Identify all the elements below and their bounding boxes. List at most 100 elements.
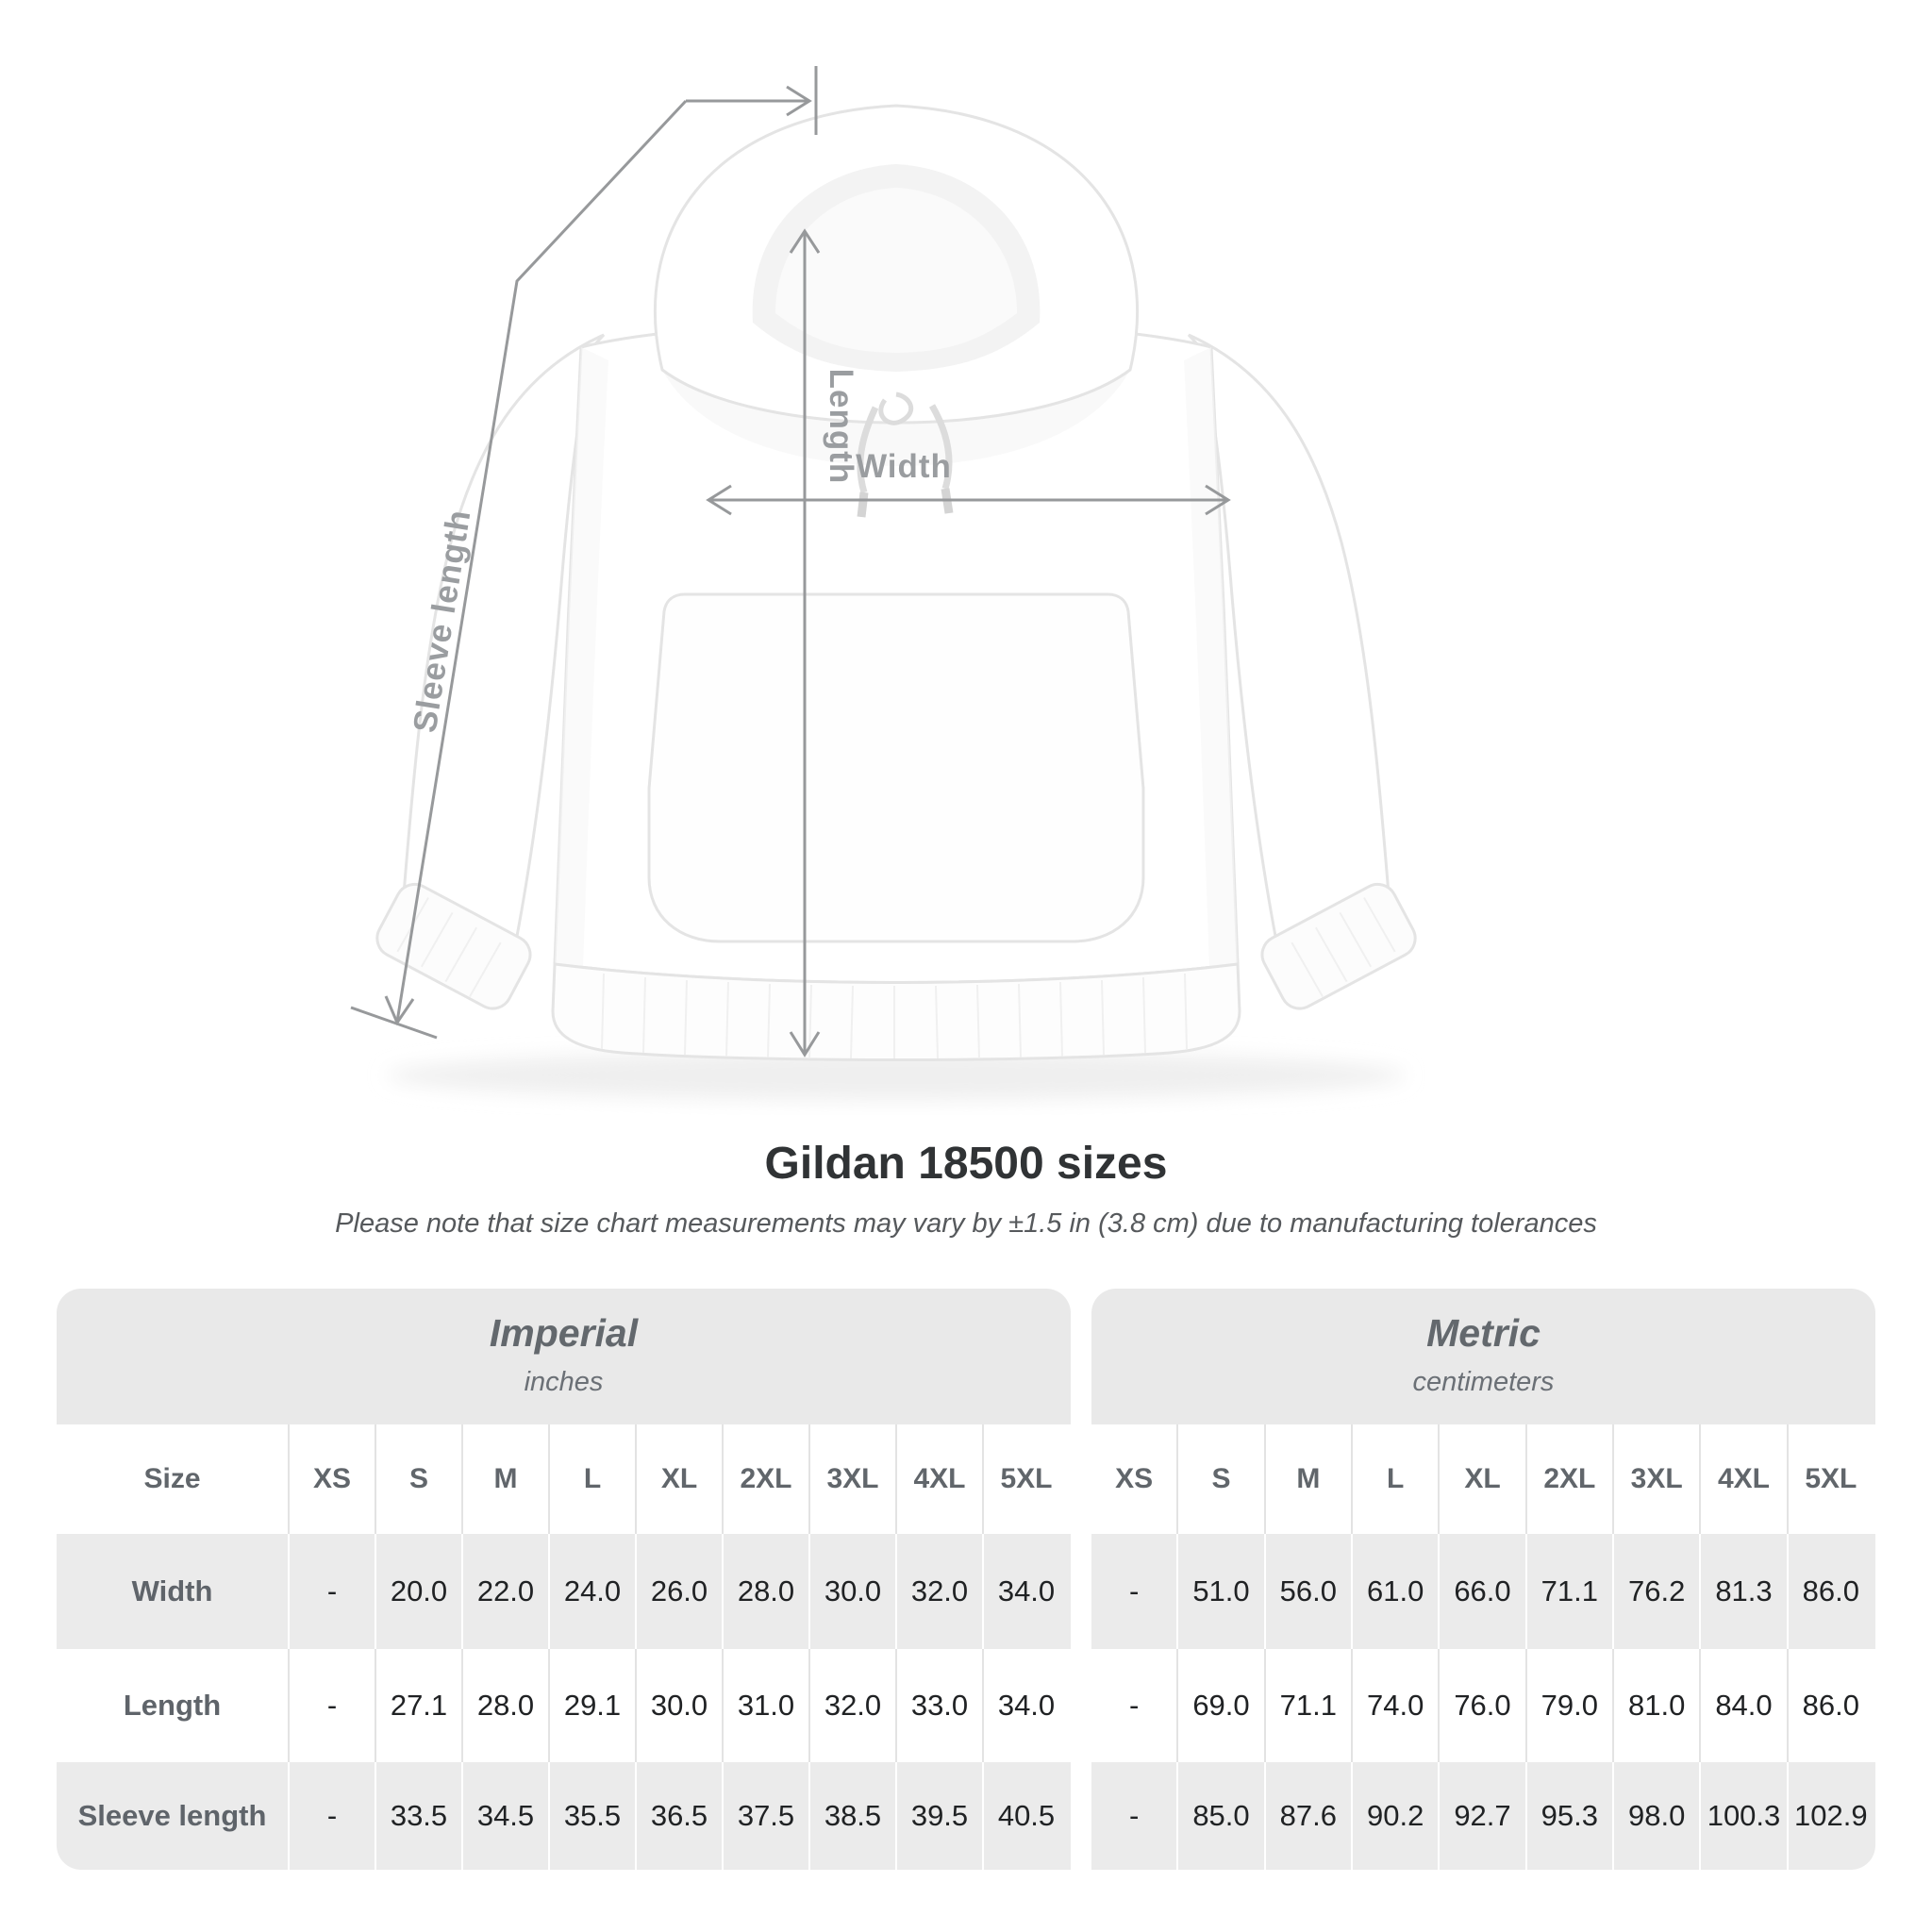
table-group-divider [1071, 1424, 1091, 1534]
table-cell: 87.6 [1265, 1762, 1353, 1870]
tolerance-note: Please note that size chart measurements… [335, 1208, 1597, 1239]
table-cell: 28.0 [724, 1534, 810, 1649]
column-header-metric-5xl: 5XL [1788, 1424, 1875, 1534]
table-cell: 39.5 [897, 1762, 984, 1870]
hoodie-hem-band [551, 962, 1241, 1061]
hoodie-hood [654, 104, 1139, 425]
table-cell: 76.0 [1440, 1649, 1527, 1762]
table-cell: 26.0 [637, 1534, 724, 1649]
table-cell: 71.1 [1526, 1534, 1614, 1649]
table-cell: 33.0 [897, 1649, 984, 1762]
table-cell: 32.0 [897, 1534, 984, 1649]
width-arrow [706, 484, 1231, 516]
table-cell: 29.1 [550, 1649, 637, 1762]
metric-group-title: Metric [1426, 1311, 1541, 1355]
table-cell: - [1091, 1534, 1179, 1649]
table-group-divider [1071, 1289, 1091, 1424]
column-header-imperial-s: S [376, 1424, 463, 1534]
table-cell: - [1091, 1649, 1179, 1762]
table-cell: 81.0 [1614, 1649, 1702, 1762]
table-cell: - [1091, 1762, 1179, 1870]
page-title: Gildan 18500 sizes [764, 1139, 1168, 1189]
column-header-metric-xl: XL [1440, 1424, 1527, 1534]
length-label: Length [823, 369, 859, 485]
width-label: Width [856, 448, 952, 485]
table-cell: 20.0 [376, 1534, 463, 1649]
table-group-divider [1071, 1534, 1091, 1649]
table-cell: 30.0 [637, 1649, 724, 1762]
column-header-metric-2xl: 2XL [1526, 1424, 1614, 1534]
metric-group-header: Metric centimeters [1091, 1289, 1875, 1424]
table-cell: 34.5 [463, 1762, 550, 1870]
imperial-group-unit: inches [524, 1367, 604, 1397]
table-cell: 92.7 [1440, 1762, 1527, 1870]
table-cell: 30.0 [810, 1534, 897, 1649]
table-cell: 33.5 [376, 1762, 463, 1870]
table-cell: 66.0 [1440, 1534, 1527, 1649]
hoodie-kangaroo-pocket [647, 592, 1145, 943]
table-cell: - [290, 1534, 376, 1649]
length-arrow [789, 228, 821, 1058]
column-header-metric-l: L [1353, 1424, 1441, 1534]
table-group-divider [1071, 1649, 1091, 1762]
table-cell: 36.5 [637, 1762, 724, 1870]
table-cell: 79.0 [1526, 1649, 1614, 1762]
column-header-imperial-5xl: 5XL [984, 1424, 1071, 1534]
table-cell: 76.2 [1614, 1534, 1702, 1649]
imperial-group-header: Imperial inches [57, 1289, 1071, 1424]
table-cell: 95.3 [1526, 1762, 1614, 1870]
hoodie-ground-shadow [387, 1051, 1406, 1100]
hoodie-drawstrings [857, 391, 954, 518]
table-cell: 34.0 [984, 1649, 1071, 1762]
table-cell: 84.0 [1701, 1649, 1789, 1762]
table-cell: 56.0 [1265, 1534, 1353, 1649]
row-label-sleeve-length: Sleeve length [57, 1762, 290, 1870]
hoodie-right-sleeve [1187, 333, 1417, 1010]
table-cell: - [290, 1649, 376, 1762]
table-cell: - [290, 1762, 376, 1870]
table-cell: 35.5 [550, 1762, 637, 1870]
table-cell: 85.0 [1178, 1762, 1266, 1870]
table-cell: 37.5 [724, 1762, 810, 1870]
table-cell: 69.0 [1178, 1649, 1266, 1762]
table-cell: 61.0 [1353, 1534, 1441, 1649]
table-group-divider [1071, 1762, 1091, 1870]
column-header-metric-3xl: 3XL [1614, 1424, 1702, 1534]
column-header-imperial-xs: XS [290, 1424, 376, 1534]
table-cell: 31.0 [724, 1649, 810, 1762]
hood-chest-shadow [662, 370, 1130, 466]
table-cell: 40.5 [984, 1762, 1071, 1870]
size-column-header: Size [57, 1424, 290, 1534]
table-cell: 38.5 [810, 1762, 897, 1870]
imperial-group-title: Imperial [489, 1311, 639, 1355]
column-header-imperial-2xl: 2XL [724, 1424, 810, 1534]
table-cell: 71.1 [1265, 1649, 1353, 1762]
table-cell: 32.0 [810, 1649, 897, 1762]
sleeve-length-arrow [350, 66, 818, 1040]
table-cell: 86.0 [1788, 1649, 1875, 1762]
column-header-metric-xs: XS [1091, 1424, 1179, 1534]
table-cell: 51.0 [1178, 1534, 1266, 1649]
column-header-imperial-xl: XL [637, 1424, 724, 1534]
row-label-width: Width [57, 1534, 290, 1649]
table-cell: 28.0 [463, 1649, 550, 1762]
table-cell: 90.2 [1353, 1762, 1441, 1870]
hoodie-right-cuff [1260, 882, 1417, 1010]
column-header-imperial-4xl: 4XL [897, 1424, 984, 1534]
column-header-metric-s: S [1178, 1424, 1266, 1534]
metric-group-unit: centimeters [1412, 1367, 1555, 1397]
hoodie-measurement-diagram: Sleeve length Length Width [350, 66, 1417, 1100]
table-cell: 34.0 [984, 1534, 1071, 1649]
heading-block: Gildan 18500 sizes Please note that size… [0, 1138, 1932, 1240]
column-header-imperial-3xl: 3XL [810, 1424, 897, 1534]
column-header-imperial-m: M [463, 1424, 550, 1534]
table-cell: 22.0 [463, 1534, 550, 1649]
table-cell: 100.3 [1701, 1762, 1789, 1870]
table-cell: 98.0 [1614, 1762, 1702, 1870]
row-label-length: Length [57, 1649, 290, 1762]
column-header-imperial-l: L [550, 1424, 637, 1534]
table-cell: 74.0 [1353, 1649, 1441, 1762]
table-cell: 81.3 [1701, 1534, 1789, 1649]
table-cell: 86.0 [1788, 1534, 1875, 1649]
size-table: Imperial inches Metric centimeters Size … [57, 1289, 1875, 1870]
